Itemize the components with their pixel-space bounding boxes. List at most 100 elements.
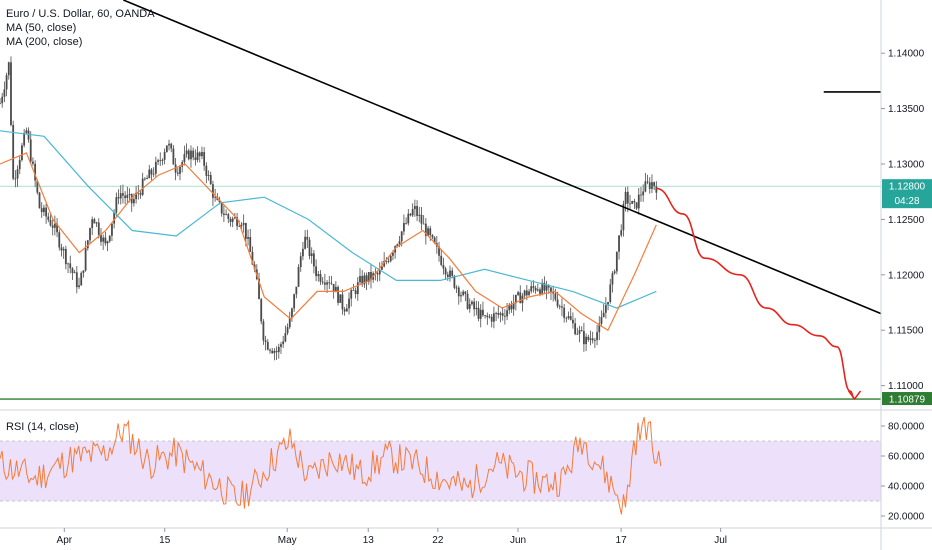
candle-body [398, 241, 401, 245]
current-price-tag: 1.12800 04:28 [882, 179, 932, 209]
candle-body [383, 260, 386, 267]
candle-body [133, 199, 135, 204]
candle-body [427, 228, 429, 236]
candle-body [242, 222, 245, 225]
candle-body [413, 206, 416, 210]
candle-body [207, 175, 210, 176]
candle-body [102, 237, 105, 242]
candle-body [626, 191, 629, 204]
rsi-pane [0, 416, 881, 515]
candle-body [192, 150, 195, 158]
candle-body [468, 304, 471, 309]
candle-body [95, 222, 98, 224]
price-tick-label: 1.12500 [888, 215, 925, 226]
candle-body [258, 278, 260, 300]
candle-body [528, 291, 530, 296]
forecast-arrow[interactable] [656, 187, 855, 400]
candle-body [543, 282, 546, 291]
candle-body [27, 130, 30, 140]
candle-body [635, 202, 638, 209]
candle-body [420, 214, 423, 224]
ma50-line [0, 152, 657, 332]
candle-body [139, 193, 142, 195]
candle-body [43, 207, 45, 213]
candle-body [424, 223, 427, 236]
candle-body [315, 266, 317, 277]
rsi-axis[interactable]: 80.0000 60.0000 40.0000 20.0000 [881, 422, 925, 523]
rsi-tick-label: 40.0000 [888, 482, 925, 493]
candle-body [385, 260, 388, 262]
candle-body [7, 62, 10, 76]
candle-body [341, 294, 344, 310]
candle-body [429, 228, 432, 236]
candle-body [637, 194, 640, 209]
candle-body [370, 271, 372, 280]
candle-body [198, 152, 201, 157]
candle-body [651, 182, 653, 189]
candle-body [304, 236, 307, 249]
price-axis[interactable]: 1.14000 1.13500 1.13000 1.12500 1.12000 1.115… [881, 49, 925, 392]
candle-body [23, 132, 26, 146]
candle-body [609, 284, 612, 303]
candle-body [244, 222, 247, 239]
time-tick-label: 17 [616, 535, 628, 546]
symbol-title[interactable]: Euro / U.S. Dollar, 60, OANDA [6, 8, 155, 20]
candle-body [334, 286, 337, 293]
candle-body [62, 248, 65, 251]
candle-body [176, 172, 179, 174]
candle-body [21, 145, 23, 161]
candle-body [629, 203, 631, 205]
time-tick-label: 15 [159, 535, 171, 546]
candle-body [124, 195, 127, 199]
candle-body [143, 178, 146, 180]
candle-body [539, 289, 541, 294]
candle-body [488, 316, 491, 318]
candle-body [53, 223, 56, 228]
candle-body [229, 218, 232, 222]
candle-body [291, 308, 293, 318]
candle-body [117, 197, 120, 199]
candle-body [194, 157, 197, 160]
candle-body [122, 193, 124, 196]
candle-body [330, 283, 333, 285]
candle-body [565, 317, 568, 319]
price-tick-label: 1.13500 [888, 104, 925, 115]
candle-body [339, 294, 342, 303]
candle-body [313, 253, 315, 267]
rsi-title[interactable]: RSI (14, close) [6, 421, 79, 433]
candle-body [475, 307, 478, 310]
candle-body [82, 270, 85, 273]
candle-body [108, 235, 111, 242]
candle-body [1, 96, 4, 104]
price-tick-label: 1.13000 [888, 160, 925, 171]
candle-body [319, 274, 322, 282]
candle-body [356, 282, 359, 295]
candle-body [451, 270, 454, 276]
candle-body [231, 218, 234, 222]
candle-body [348, 298, 350, 309]
ma50-legend[interactable]: MA (50, close) [6, 22, 77, 34]
candle-body [622, 204, 625, 231]
candle-body [631, 201, 634, 204]
candle-body [34, 163, 37, 181]
candle-body [600, 317, 603, 324]
candle-body [262, 321, 265, 341]
candle-body [165, 145, 168, 153]
candle-body [422, 223, 425, 225]
candle-body [523, 290, 526, 296]
candle-body [495, 312, 498, 314]
time-axis[interactable]: Apr 15 May 13 22 Jun 17 Jul [57, 528, 728, 546]
ma200-legend[interactable]: MA (200, close) [6, 36, 83, 48]
candle-body [266, 341, 269, 350]
candle-body [363, 275, 366, 285]
candle-body [640, 194, 642, 196]
candle-body [376, 273, 379, 275]
trendline[interactable] [123, 0, 882, 315]
candle-body [172, 148, 175, 165]
candle-body [75, 272, 78, 288]
candle-body [598, 323, 601, 333]
support-price-tag: 1.10879 [882, 392, 932, 406]
candle-body [343, 309, 346, 312]
candle-body [80, 272, 83, 286]
countdown-label: 04:28 [894, 196, 919, 207]
